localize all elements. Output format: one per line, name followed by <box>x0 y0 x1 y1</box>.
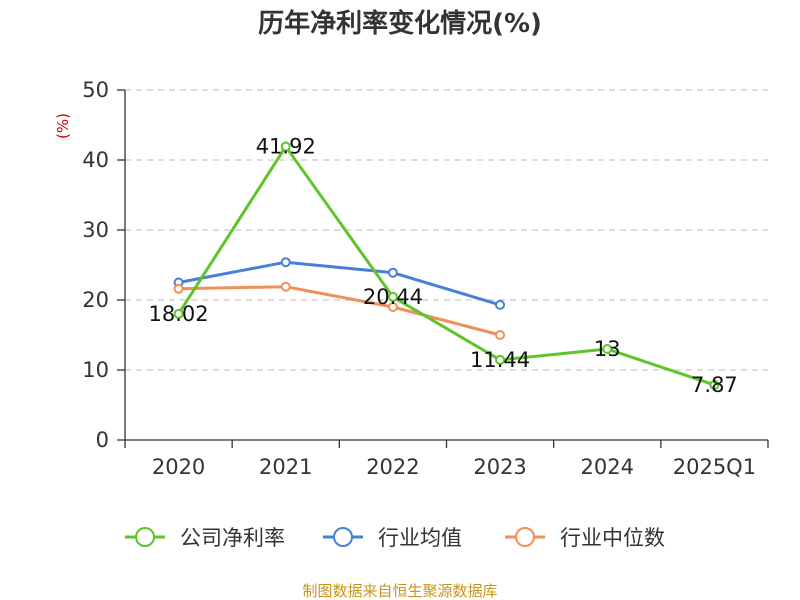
data-labels: 18.02 41.92 20.44 11.44 13 7.87 <box>149 135 738 397</box>
x-tick-label: 2023 <box>473 455 526 479</box>
data-label: 20.44 <box>363 285 423 309</box>
data-point <box>280 281 291 292</box>
x-tick-label: 2025Q1 <box>673 455 756 479</box>
legend-marker <box>515 527 535 547</box>
data-point <box>173 283 184 294</box>
legend: 公司净利率 行业均值 行业中位数 <box>125 526 665 550</box>
axes: 0 10 20 30 40 50 2020 2021 2022 2023 2024 2025Q1 <box>82 78 769 479</box>
x-tick-label: 2021 <box>259 455 312 479</box>
data-point <box>495 299 506 310</box>
data-point <box>280 141 291 152</box>
chart-title: 历年净利率变化情况(%) <box>258 8 542 39</box>
gridlines <box>125 89 768 371</box>
legend-label: 行业均值 <box>378 526 462 550</box>
y-tick-label: 0 <box>96 428 109 452</box>
legend-label: 行业中位数 <box>560 526 665 550</box>
data-point <box>387 267 398 278</box>
y-axis-unit: (%) <box>54 113 72 139</box>
x-tick-label: 2024 <box>581 455 634 479</box>
series-line <box>178 260 501 307</box>
series-line <box>178 285 501 337</box>
y-tick-label: 40 <box>82 148 109 172</box>
data-point <box>387 291 398 302</box>
data-label: 13 <box>594 337 621 361</box>
y-tick-label: 20 <box>82 288 109 312</box>
x-tick-label: 2020 <box>152 455 205 479</box>
data-point <box>495 354 506 365</box>
data-label: 41.92 <box>256 135 316 159</box>
x-tick-label: 2022 <box>366 455 419 479</box>
data-point <box>495 330 506 340</box>
source-note: 制图数据来自恒生聚源数据库 <box>302 582 497 600</box>
legend-marker <box>333 527 353 547</box>
data-label: 7.87 <box>691 373 738 397</box>
data-point <box>387 302 398 312</box>
legend-marker <box>135 527 155 547</box>
legend-label: 公司净利率 <box>180 526 285 550</box>
data-point <box>709 379 720 390</box>
data-label: 18.02 <box>149 302 209 326</box>
data-label: 11.44 <box>470 348 530 372</box>
data-point <box>173 308 184 319</box>
y-tick-label: 50 <box>82 78 109 102</box>
y-tick-label: 30 <box>82 218 109 242</box>
series-line <box>177 145 715 387</box>
data-point <box>280 257 291 268</box>
data-point <box>602 344 613 354</box>
series-layer <box>173 141 720 390</box>
y-tick-label: 10 <box>82 358 109 382</box>
